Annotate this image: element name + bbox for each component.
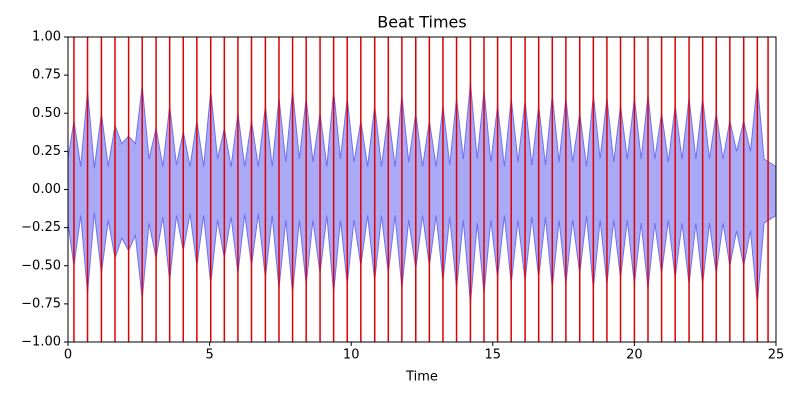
x-axis-label: Time — [405, 370, 438, 385]
x-tick-label: 5 — [205, 348, 213, 363]
x-tick-label: 25 — [768, 348, 785, 363]
y-tick-label: −1.00 — [21, 335, 61, 350]
waveform-line — [67, 82, 777, 169]
y-tick-label: −0.75 — [21, 296, 61, 311]
y-tick-label: 1.00 — [32, 30, 61, 45]
x-tick-label: 0 — [64, 348, 72, 363]
y-tick-label: 0.75 — [32, 68, 61, 83]
x-tick-label: 10 — [343, 348, 360, 363]
y-tick-label: 0.25 — [32, 144, 61, 159]
waveform-line — [67, 212, 777, 304]
x-tick-label: 15 — [485, 348, 502, 363]
y-tick-label: 0.50 — [32, 106, 61, 121]
y-tick-label: −0.50 — [21, 258, 61, 273]
y-tick-label: −0.25 — [21, 220, 61, 235]
x-tick-label: 20 — [626, 348, 643, 363]
waveform-fill — [68, 82, 776, 304]
y-tick-label: 0.00 — [32, 182, 61, 197]
chart-title: Beat Times — [377, 13, 466, 32]
